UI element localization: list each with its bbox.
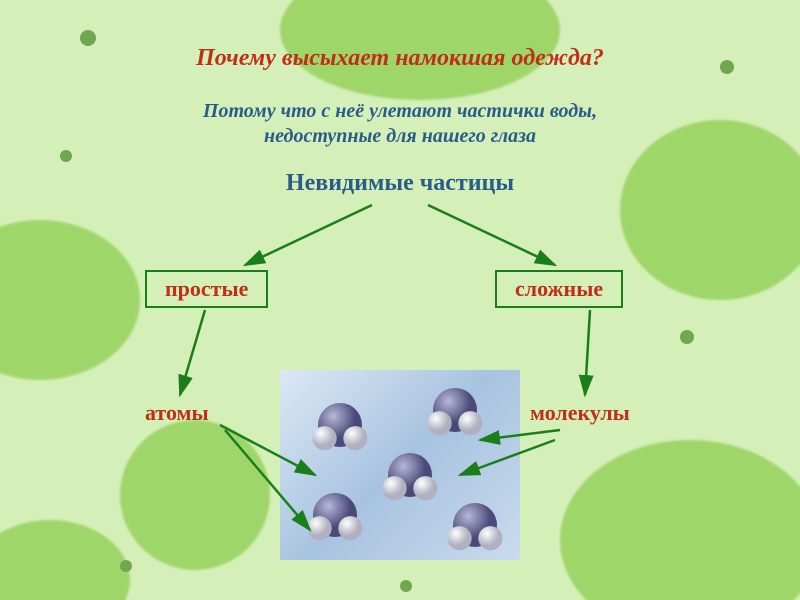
- box-simple: простые: [145, 270, 268, 308]
- molecules-image: [280, 370, 520, 560]
- box-complex: сложные: [495, 270, 623, 308]
- particles-heading: Невидимые частицы: [0, 170, 800, 197]
- label-molecules: молекулы: [530, 400, 630, 426]
- label-atoms: атомы: [145, 400, 209, 426]
- main-heading: Почему высыхает намокшая одежда?: [0, 45, 800, 72]
- subtitle-line-1: Потому что с неё улетают частички воды,: [0, 100, 800, 123]
- diagram-content: Почему высыхает намокшая одежда? Потому …: [0, 0, 800, 600]
- subtitle-line-2: недоступные для нашего глаза: [0, 125, 800, 148]
